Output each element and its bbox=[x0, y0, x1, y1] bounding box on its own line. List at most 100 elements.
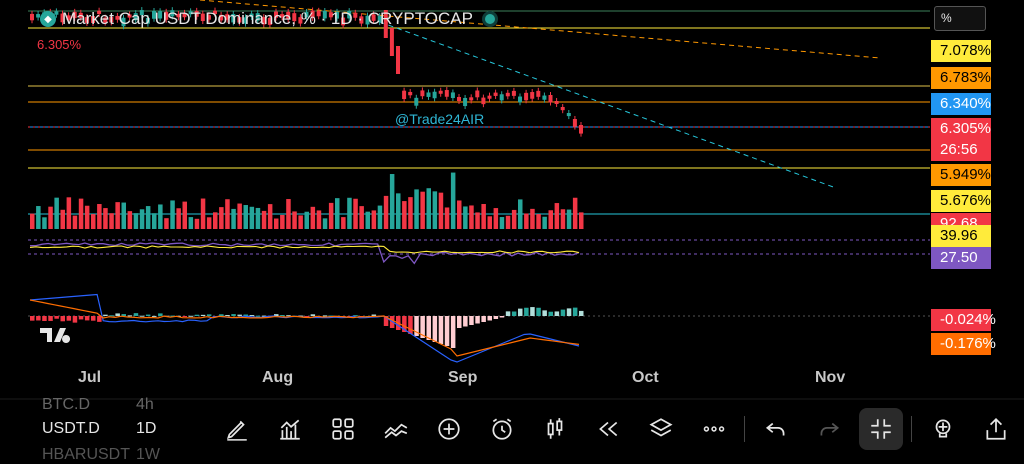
candle bbox=[176, 13, 181, 18]
macd-bar bbox=[97, 316, 102, 322]
volume-bar bbox=[341, 217, 346, 229]
volume-bar bbox=[176, 208, 181, 229]
time-axis-label: Nov bbox=[815, 369, 846, 386]
candle bbox=[383, 10, 388, 38]
macd-bar bbox=[72, 316, 78, 323]
volume-bar bbox=[158, 204, 163, 229]
volume-bar bbox=[560, 209, 566, 229]
candle bbox=[66, 15, 71, 21]
chart-header[interactable]: ◆ Market Cap USDT Dominance, % · 1D · CR… bbox=[40, 9, 495, 29]
macd-histogram bbox=[30, 307, 584, 348]
volume-bar bbox=[505, 215, 511, 229]
macd-bar bbox=[560, 309, 566, 316]
macd-bar bbox=[548, 311, 553, 316]
candle bbox=[60, 13, 65, 23]
fullscreen-exit-icon[interactable] bbox=[859, 408, 903, 450]
candle bbox=[292, 13, 297, 22]
volume-bar bbox=[36, 206, 41, 229]
volume-bar bbox=[194, 218, 200, 229]
more-icon[interactable] bbox=[687, 408, 740, 450]
volume-bar bbox=[310, 206, 316, 229]
macd-bar bbox=[261, 315, 267, 317]
macd-bar bbox=[36, 316, 41, 321]
chart-type-icon[interactable] bbox=[528, 408, 581, 450]
candle bbox=[499, 94, 504, 101]
volume-bar bbox=[554, 203, 560, 229]
volume-bar bbox=[60, 209, 65, 229]
volume-bar bbox=[499, 217, 505, 229]
redo-icon[interactable] bbox=[802, 408, 855, 450]
macd-bar bbox=[48, 316, 53, 321]
price-label: 5.676% bbox=[931, 190, 991, 212]
macd-bar bbox=[231, 314, 236, 316]
volume-bar bbox=[286, 199, 291, 229]
volume-bar bbox=[493, 208, 499, 229]
watchlist-interval[interactable]: 1D bbox=[136, 420, 157, 437]
share-icon[interactable] bbox=[969, 408, 1022, 450]
market-status-icon bbox=[484, 14, 495, 24]
volume-bar bbox=[530, 208, 535, 229]
watchlist-symbol[interactable]: BTC.D bbox=[42, 396, 90, 413]
watchlist-symbol[interactable]: HBARUSDT bbox=[42, 446, 131, 463]
layers-icon[interactable] bbox=[634, 408, 687, 450]
undo-icon[interactable] bbox=[749, 408, 802, 450]
add-icon[interactable] bbox=[422, 408, 475, 450]
volume-bar bbox=[475, 212, 480, 229]
replay-icon[interactable] bbox=[581, 408, 634, 450]
draw-tool-icon[interactable] bbox=[210, 408, 263, 450]
volume-bar bbox=[267, 204, 273, 229]
macd-bar bbox=[78, 316, 84, 320]
candle bbox=[377, 15, 382, 23]
watermark: @Trade24AIR bbox=[395, 111, 485, 127]
downtrend-line[interactable] bbox=[379, 21, 837, 189]
candle bbox=[463, 97, 468, 107]
volume-bar bbox=[389, 174, 395, 229]
time-axis-label: Jul bbox=[78, 369, 102, 386]
volume-bar bbox=[469, 205, 474, 229]
volume-bar bbox=[243, 205, 248, 229]
templates-icon[interactable] bbox=[316, 408, 369, 450]
scale-mode-button[interactable]: % bbox=[934, 6, 986, 31]
candle bbox=[487, 95, 492, 99]
volume-bar bbox=[365, 211, 370, 229]
candle bbox=[237, 17, 242, 23]
candle bbox=[304, 12, 309, 18]
volume-bar bbox=[579, 212, 584, 229]
volume-bar bbox=[298, 215, 303, 229]
macd-bar bbox=[310, 314, 316, 316]
volume-bar bbox=[426, 188, 431, 229]
resistance-trend-line[interactable] bbox=[199, 0, 881, 59]
indicators-icon[interactable] bbox=[263, 408, 316, 450]
watchlist-symbol[interactable]: USDT.D bbox=[42, 420, 100, 437]
ideas-icon[interactable] bbox=[916, 408, 969, 450]
volume-bar bbox=[139, 209, 145, 229]
macd-bar bbox=[432, 316, 438, 342]
volume-bar bbox=[347, 197, 352, 229]
macd-bar bbox=[219, 314, 224, 316]
volume-bar bbox=[121, 202, 126, 229]
candle bbox=[505, 92, 510, 97]
candle bbox=[182, 12, 187, 18]
macd-bar bbox=[572, 307, 578, 316]
volume-bar bbox=[457, 200, 462, 229]
candle bbox=[359, 16, 364, 24]
alert-icon[interactable] bbox=[475, 408, 528, 450]
compare-icon[interactable] bbox=[369, 408, 422, 450]
candle bbox=[103, 17, 108, 23]
candle bbox=[524, 92, 529, 101]
volume-bar bbox=[304, 211, 309, 229]
watchlist-interval[interactable]: 4h bbox=[136, 396, 154, 413]
bottom-toolbar[interactable] bbox=[210, 408, 1022, 450]
candle bbox=[310, 10, 315, 18]
volume-bar bbox=[335, 198, 340, 229]
macd-bar bbox=[322, 315, 328, 317]
watchlist-interval[interactable]: 1W bbox=[136, 446, 160, 463]
macd-bar bbox=[487, 316, 492, 321]
macd-bar bbox=[450, 316, 456, 348]
price-label: 27.50 bbox=[931, 247, 991, 269]
macd-bar bbox=[200, 314, 206, 316]
chart-title: Market Cap USDT Dominance, % · 1D · CRYP… bbox=[62, 9, 473, 28]
candle bbox=[115, 15, 120, 20]
volume-bar bbox=[292, 211, 297, 229]
